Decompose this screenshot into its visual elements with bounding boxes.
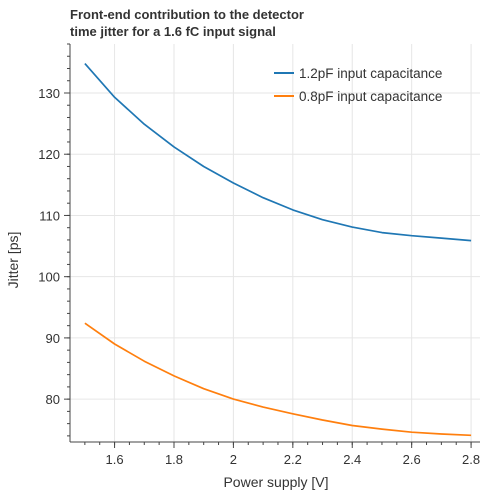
legend: 1.2pF input capacitance 0.8pF input capac… (274, 66, 442, 104)
x-tick-label: 2.6 (403, 452, 421, 467)
legend-label-0: 1.2pF input capacitance (299, 66, 442, 81)
x-tick-label: 1.8 (165, 452, 183, 467)
x-tick-label: 2.4 (343, 452, 361, 467)
x-tick-label: 2 (230, 452, 237, 467)
legend-label-1: 0.8pF input capacitance (299, 89, 442, 104)
y-tick-label: 130 (38, 86, 60, 101)
x-tick-label: 2.2 (284, 452, 302, 467)
axes: 1.6 1.8 2 2.2 2.4 2.6 2.8 80 90 100 110 120 130 (38, 43, 480, 467)
y-tick-label: 120 (38, 147, 60, 162)
chart-title-line-1: Front-end contribution to the detector (70, 7, 304, 22)
series-line-1 (84, 322, 472, 437)
series-group (84, 63, 472, 437)
y-axis-label: Jitter [ps] (5, 232, 21, 289)
x-axis-label: Power supply [V] (223, 474, 328, 490)
y-tick-label: 110 (39, 208, 60, 223)
series-line-0 (84, 63, 472, 242)
y-tick-label: 90 (46, 331, 60, 346)
x-tick-label: 1.6 (106, 452, 124, 467)
x-tick-label: 2.8 (462, 452, 480, 467)
y-tick-label: 80 (46, 392, 60, 407)
y-tick-label: 100 (38, 270, 60, 285)
chart-title-line-2: time jitter for a 1.6 fC input signal (70, 24, 276, 39)
